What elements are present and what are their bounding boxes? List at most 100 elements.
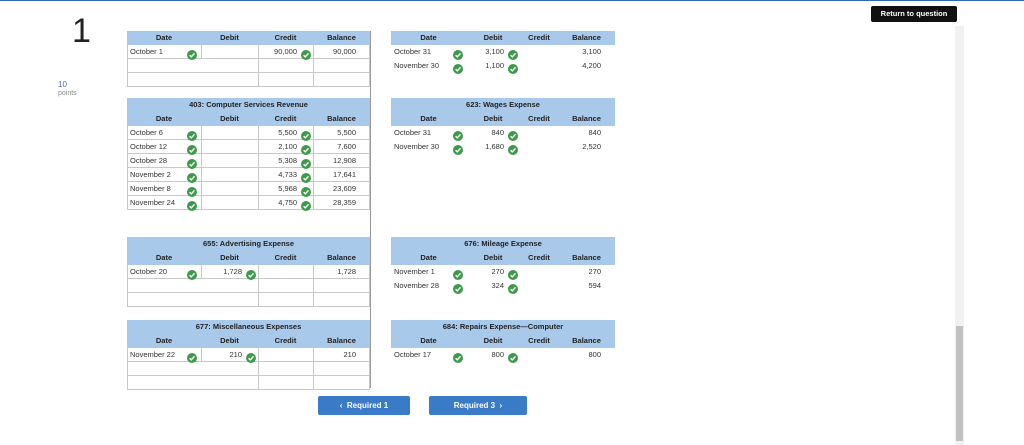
next-label: Required 3 bbox=[453, 401, 496, 410]
column-header: Debit bbox=[483, 114, 503, 123]
date-cell: October 12 bbox=[130, 142, 168, 151]
credit-cell: 2,100 bbox=[278, 142, 297, 151]
column-header: Debit bbox=[220, 114, 239, 123]
column-header: Debit bbox=[220, 336, 239, 345]
prev-button[interactable]: ‹ Required 1 bbox=[318, 396, 410, 415]
column-header: Balance bbox=[327, 336, 356, 345]
check-icon bbox=[508, 350, 518, 363]
col-line bbox=[258, 126, 259, 140]
check-svg bbox=[187, 353, 197, 363]
header-row bbox=[127, 112, 370, 126]
check-svg bbox=[187, 201, 197, 211]
check-icon bbox=[508, 281, 518, 294]
return-button[interactable]: Return to question bbox=[871, 6, 957, 22]
date-cell: November 30 bbox=[394, 61, 440, 70]
row-line bbox=[127, 154, 370, 168]
check-svg bbox=[187, 173, 197, 183]
date-cell: November 30 bbox=[394, 142, 440, 151]
col-line bbox=[201, 265, 202, 279]
col-line bbox=[313, 154, 314, 168]
header-row bbox=[127, 334, 370, 348]
column-header: Credit bbox=[528, 114, 550, 123]
date-cell: November 24 bbox=[130, 198, 176, 207]
check-icon bbox=[301, 184, 311, 197]
check-icon bbox=[187, 128, 197, 141]
col-line bbox=[258, 140, 259, 154]
header-row bbox=[127, 251, 370, 265]
scrollbar-thumb[interactable] bbox=[956, 326, 963, 441]
check-icon bbox=[301, 198, 311, 211]
row-line bbox=[127, 126, 370, 140]
col-line bbox=[201, 140, 202, 154]
check-svg bbox=[453, 284, 463, 294]
debit-cell: 210 bbox=[229, 350, 242, 359]
check-icon bbox=[301, 142, 311, 155]
row-line bbox=[127, 362, 370, 376]
column-header: Date bbox=[420, 114, 437, 123]
balance-cell: 5,500 bbox=[337, 128, 356, 137]
check-icon bbox=[187, 184, 197, 197]
ledger-title: 677: Miscellaneous Expenses bbox=[127, 320, 370, 334]
date-cell: October 17 bbox=[394, 350, 432, 359]
question-number: 1 bbox=[72, 12, 91, 50]
col-line bbox=[258, 293, 259, 307]
column-header: Date bbox=[155, 253, 173, 262]
check-icon bbox=[187, 142, 197, 155]
row-line bbox=[127, 182, 370, 196]
check-svg bbox=[508, 145, 518, 155]
next-button[interactable]: Required 3 › bbox=[429, 396, 527, 415]
check-icon bbox=[301, 47, 311, 60]
check-svg bbox=[453, 64, 463, 74]
points-value: 10 bbox=[58, 80, 67, 89]
check-svg bbox=[508, 64, 518, 74]
scrollbar bbox=[955, 26, 964, 445]
col-line bbox=[201, 196, 202, 210]
column-header: Credit bbox=[528, 33, 550, 42]
top-border bbox=[0, 0, 1024, 1]
col-line bbox=[258, 168, 259, 182]
check-svg bbox=[508, 284, 518, 294]
check-icon bbox=[453, 128, 463, 141]
col-line bbox=[201, 154, 202, 168]
header-row bbox=[391, 31, 615, 45]
col-line bbox=[258, 154, 259, 168]
check-icon bbox=[187, 267, 197, 280]
col-line bbox=[313, 140, 314, 154]
check-icon bbox=[508, 267, 518, 280]
debit-cell: 840 bbox=[491, 128, 504, 137]
column-header: Credit bbox=[274, 33, 297, 42]
check-svg bbox=[453, 353, 463, 363]
column-header: Date bbox=[155, 114, 173, 123]
check-svg bbox=[453, 270, 463, 280]
col-line bbox=[313, 182, 314, 196]
check-icon bbox=[508, 61, 518, 74]
col-line bbox=[258, 59, 259, 73]
row-line bbox=[127, 376, 370, 390]
row-line bbox=[127, 168, 370, 182]
balance-cell: 17,641 bbox=[333, 170, 356, 179]
col-line bbox=[258, 182, 259, 196]
row-line bbox=[127, 140, 370, 154]
check-icon bbox=[301, 128, 311, 141]
check-svg bbox=[301, 131, 311, 141]
date-cell: November 22 bbox=[130, 350, 176, 359]
col-line bbox=[258, 45, 259, 59]
balance-cell: 7,600 bbox=[337, 142, 356, 151]
ledger-title: 655: Advertising Expense bbox=[127, 237, 370, 251]
check-svg bbox=[453, 145, 463, 155]
check-svg bbox=[301, 159, 311, 169]
credit-cell: 4,733 bbox=[278, 170, 297, 179]
balance-cell: 594 bbox=[588, 281, 601, 290]
column-header: Debit bbox=[220, 253, 239, 262]
date-cell: October 1 bbox=[130, 47, 163, 56]
column-header: Credit bbox=[274, 253, 297, 262]
check-svg bbox=[246, 353, 256, 363]
check-icon bbox=[453, 142, 463, 155]
ledger-title: 403: Computer Services Revenue bbox=[127, 98, 370, 112]
date-cell: November 28 bbox=[394, 281, 440, 290]
check-svg bbox=[508, 50, 518, 60]
column-header: Balance bbox=[572, 114, 601, 123]
col-line bbox=[313, 196, 314, 210]
debit-cell: 800 bbox=[491, 350, 504, 359]
row-line bbox=[127, 279, 370, 293]
